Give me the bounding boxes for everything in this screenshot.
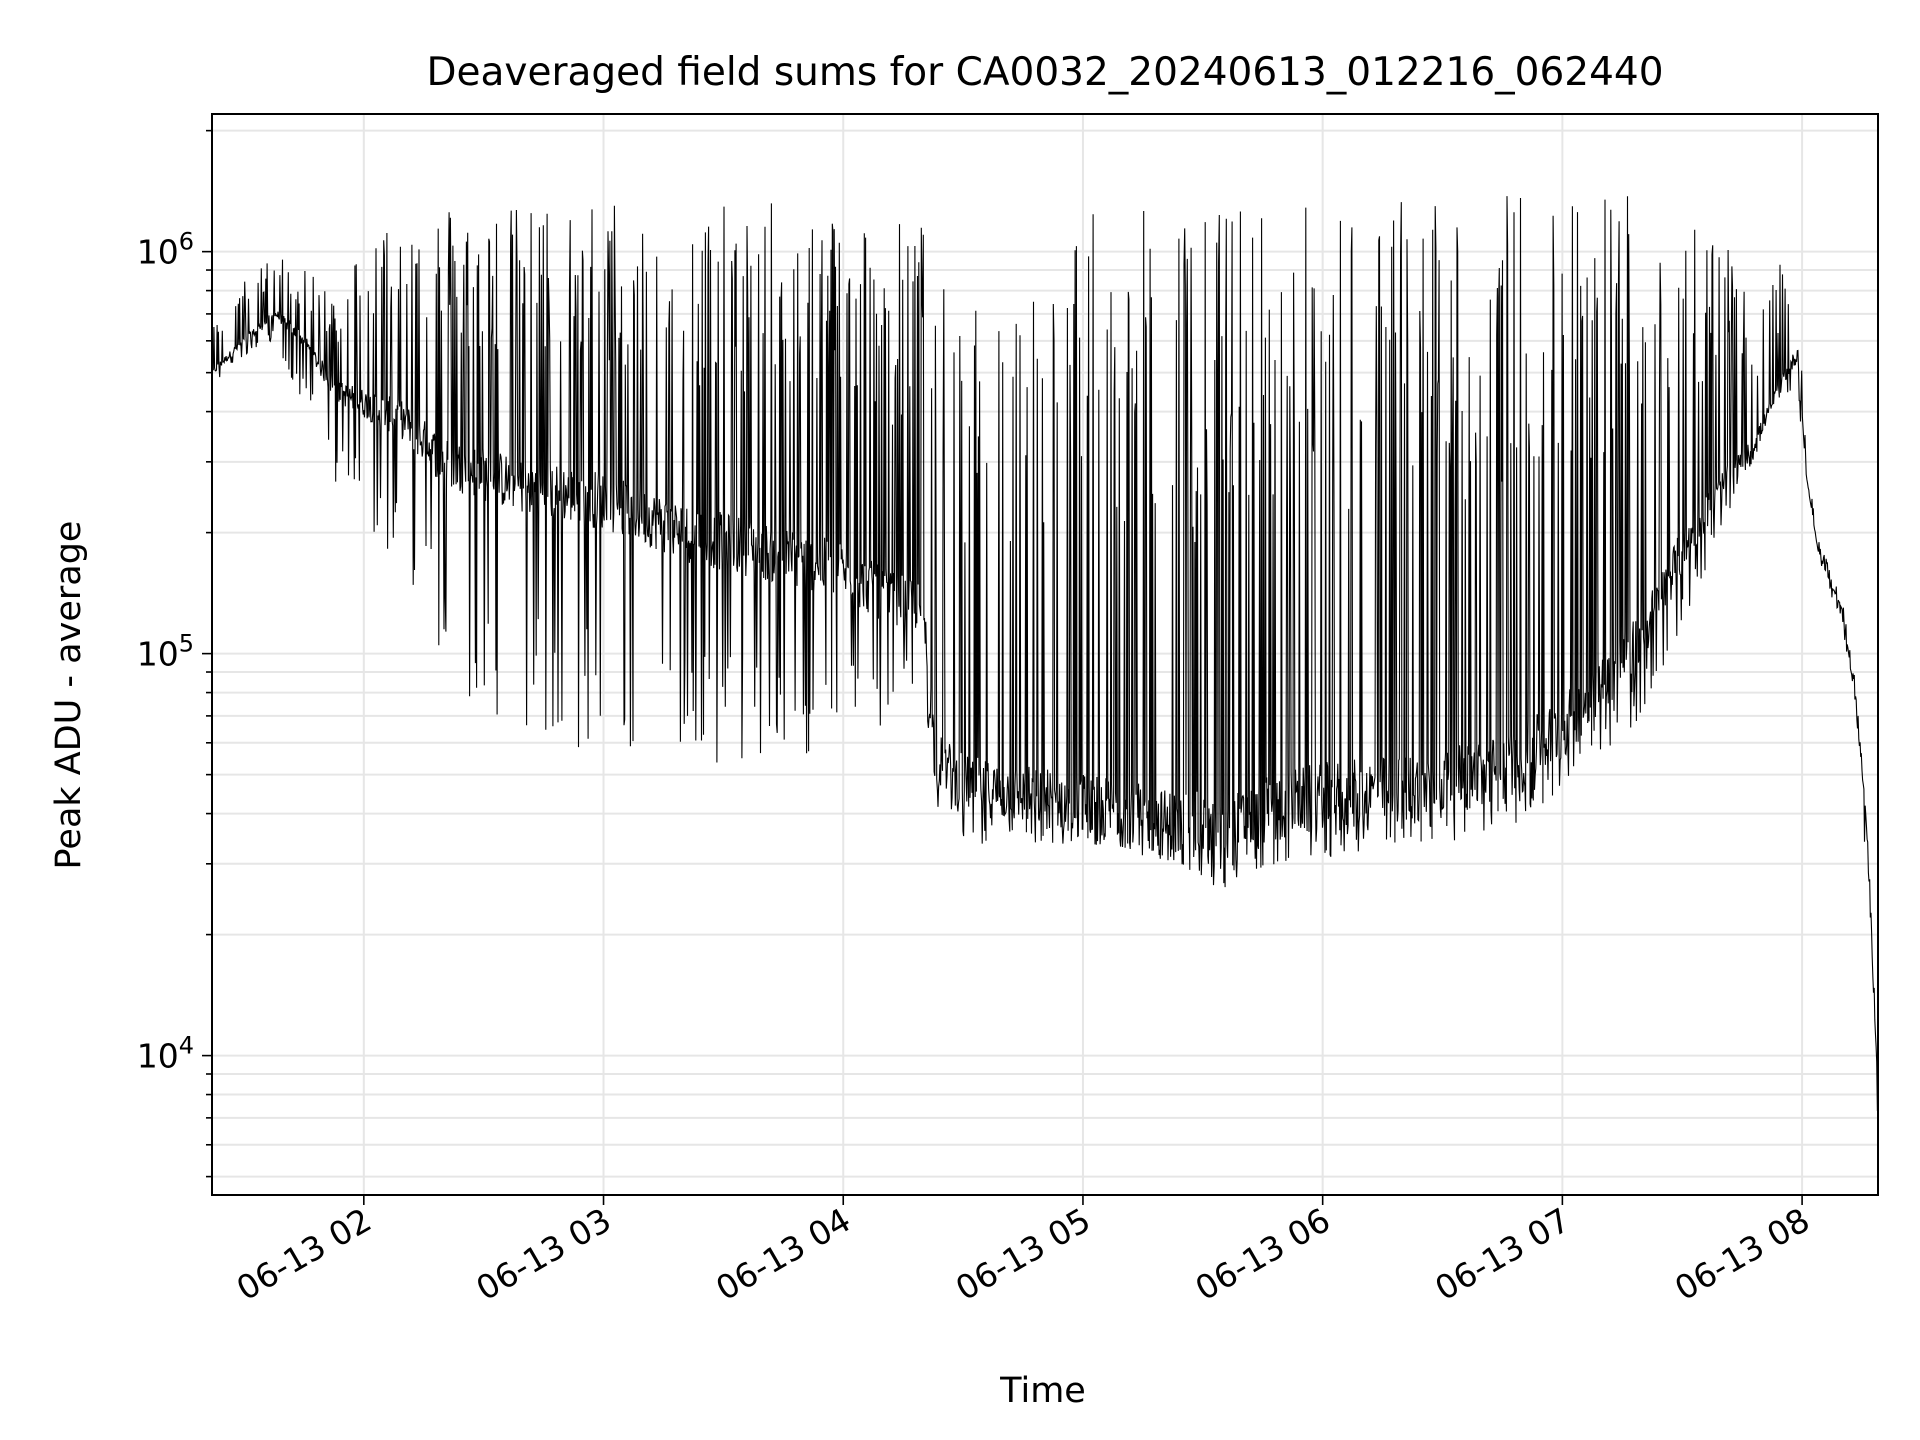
grid	[212, 114, 1878, 1195]
y-tick-label: 105	[137, 630, 194, 674]
y-axis-label: Peak ADU - average	[49, 521, 89, 870]
data-series-line	[211, 196, 1879, 1111]
y-tick-label: 106	[137, 228, 194, 272]
plot-area	[211, 196, 1879, 1111]
chart-title: Deaveraged field sums for CA0032_2024061…	[426, 50, 1663, 95]
y-axis: 104 105 106	[137, 129, 212, 1178]
y-tick-label: 104	[137, 1032, 194, 1076]
x-axis-label: Time	[999, 1371, 1086, 1411]
plot-frame	[211, 113, 1879, 1196]
